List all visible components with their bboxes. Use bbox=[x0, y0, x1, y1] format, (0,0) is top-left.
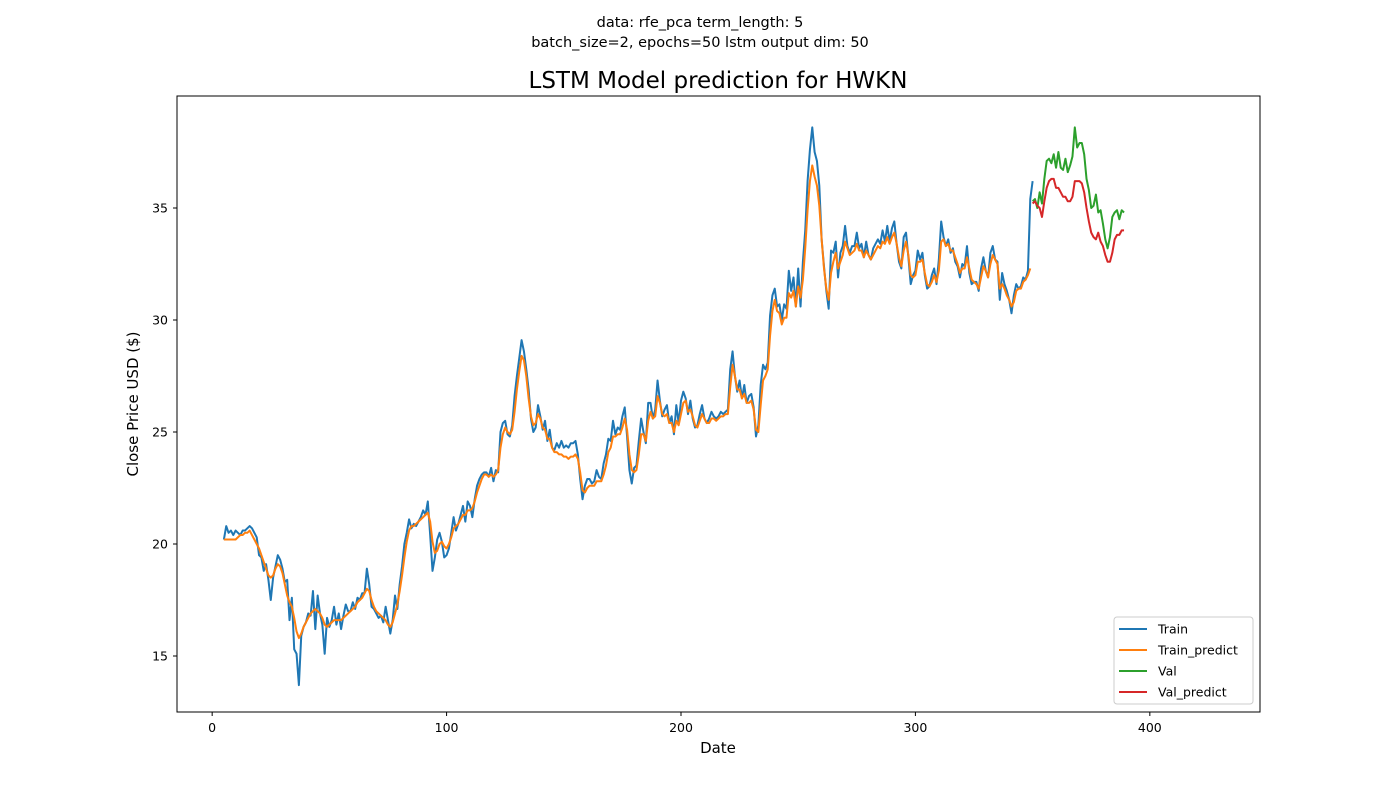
y-tick-label: 20 bbox=[152, 537, 168, 552]
y-tick-label: 35 bbox=[152, 201, 168, 216]
series-line-val bbox=[1031, 126, 1125, 250]
suptitle-line-2: batch_size=2, epochs=50 lstm output dim:… bbox=[531, 35, 869, 51]
y-tick-label: 25 bbox=[152, 425, 168, 440]
legend-label-train-predict: Train_predict bbox=[1157, 643, 1238, 658]
tick-layer: 0 100 200 300 400 15 20 25 30 35 bbox=[152, 201, 1162, 736]
y-tick-label: 15 bbox=[152, 649, 168, 664]
legend-frame bbox=[1113, 616, 1254, 705]
plot-frame bbox=[176, 95, 1261, 713]
series-line-val-predict bbox=[1031, 177, 1125, 263]
x-tick-label: 0 bbox=[208, 720, 216, 735]
legend-label-train: Train bbox=[1157, 622, 1188, 637]
suptitle-line-1: data: rfe_pca term_length: 5 bbox=[597, 15, 804, 31]
legend-label-val: Val bbox=[1158, 664, 1177, 679]
chart-title: LSTM Model prediction for HWKN bbox=[529, 68, 908, 94]
x-axis-label: Date bbox=[700, 739, 736, 757]
x-tick-label: 100 bbox=[435, 720, 459, 735]
series-line-train bbox=[222, 126, 1034, 687]
x-tick-label: 200 bbox=[669, 720, 693, 735]
legend: Train Train_predict Val Val_predict bbox=[1113, 616, 1254, 705]
legend-label-val-predict: Val_predict bbox=[1158, 685, 1227, 700]
series-line-train-predict bbox=[223, 164, 1032, 640]
series-layer bbox=[222, 126, 1125, 687]
x-tick-label: 400 bbox=[1138, 720, 1162, 735]
y-tick-label: 30 bbox=[152, 313, 168, 328]
y-axis-label: Close Price USD ($) bbox=[124, 331, 142, 476]
x-tick-label: 300 bbox=[903, 720, 927, 735]
